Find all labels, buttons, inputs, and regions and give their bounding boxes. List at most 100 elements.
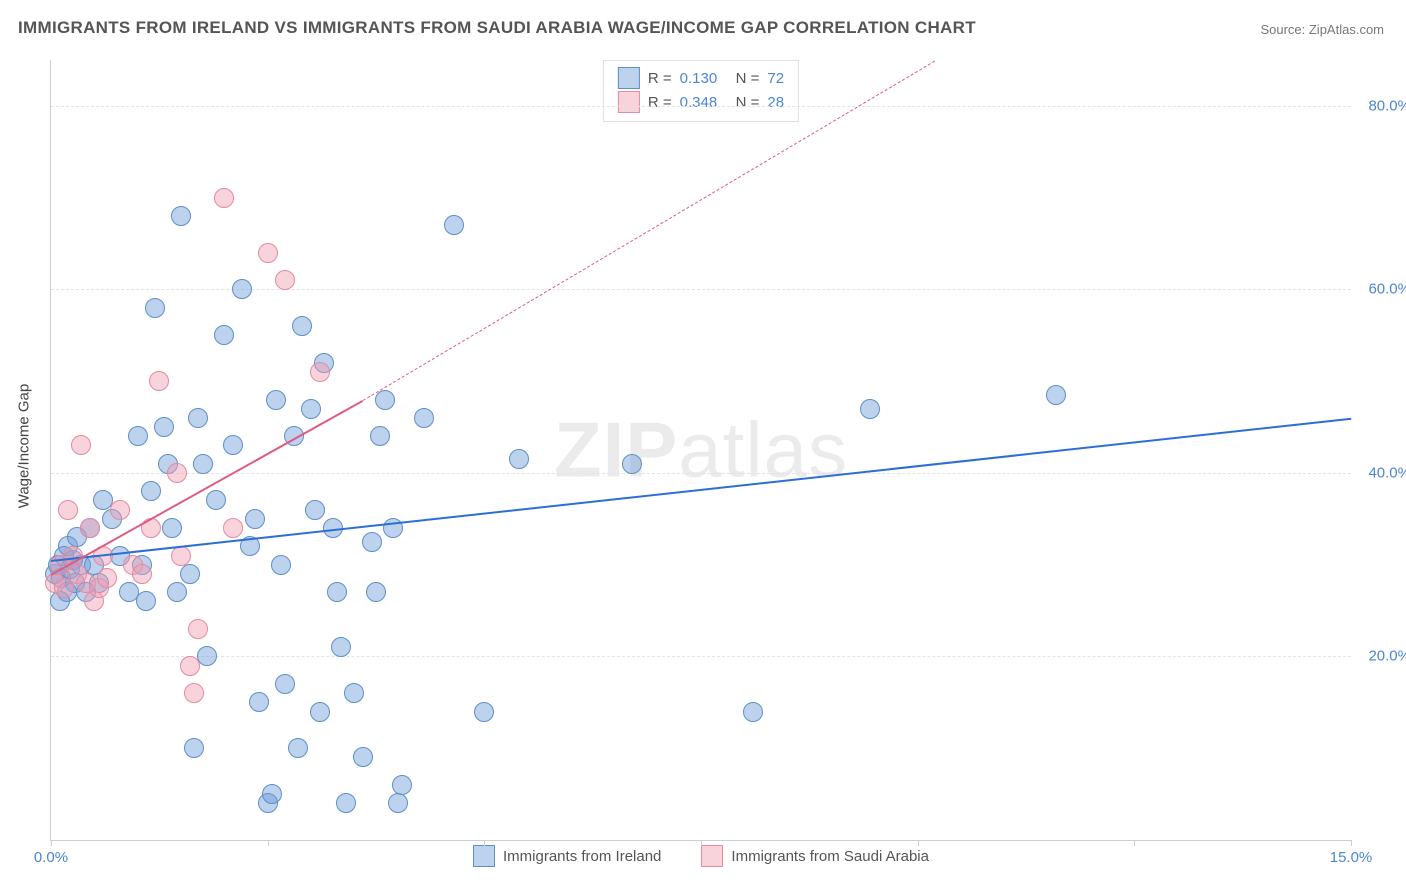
data-point [344, 683, 364, 703]
data-point [444, 215, 464, 235]
data-point [136, 591, 156, 611]
data-point [167, 463, 187, 483]
legend-item: Immigrants from Saudi Arabia [701, 845, 929, 867]
legend-n-value: 28 [767, 94, 784, 111]
data-point [110, 500, 130, 520]
data-point [197, 646, 217, 666]
data-point [388, 793, 408, 813]
legend-label: Immigrants from Ireland [503, 848, 661, 865]
x-tick-mark [1351, 840, 1352, 846]
data-point [414, 408, 434, 428]
trendline [51, 418, 1351, 562]
legend-label: Immigrants from Saudi Arabia [731, 848, 929, 865]
data-point [184, 683, 204, 703]
data-point [128, 426, 148, 446]
data-point [154, 417, 174, 437]
data-point [1046, 385, 1066, 405]
data-point [97, 568, 117, 588]
data-point [214, 188, 234, 208]
legend-n-label: N = [736, 70, 760, 87]
data-point [362, 532, 382, 552]
data-point [206, 490, 226, 510]
watermark-rest: atlas [678, 406, 848, 494]
data-point [132, 564, 152, 584]
legend-r-value: 0.130 [680, 70, 728, 87]
scatter-plot: ZIPatlas R =0.130N =72R =0.348N =28 Immi… [50, 60, 1351, 841]
data-point [266, 390, 286, 410]
data-point [370, 426, 390, 446]
data-point [71, 435, 91, 455]
data-point [180, 656, 200, 676]
legend-swatch [618, 67, 640, 89]
y-tick-label: 40.0% [1356, 464, 1406, 481]
data-point [258, 243, 278, 263]
x-tick-mark [1134, 840, 1135, 846]
legend-row: R = 0.130 N = 72 [618, 67, 784, 89]
data-point [214, 325, 234, 345]
x-tick-mark [701, 840, 702, 846]
x-tick-label: 15.0% [1330, 849, 1373, 866]
data-point [392, 775, 412, 795]
data-point [141, 481, 161, 501]
data-point [288, 738, 308, 758]
grid-line [51, 656, 1351, 657]
watermark: ZIPatlas [554, 405, 848, 496]
data-point [509, 449, 529, 469]
data-point [249, 692, 269, 712]
x-tick-mark [268, 840, 269, 846]
data-point [223, 435, 243, 455]
legend-row: R = 0.348 N = 28 [618, 91, 784, 113]
data-point [474, 702, 494, 722]
y-tick-label: 20.0% [1356, 648, 1406, 665]
grid-line [51, 106, 1351, 107]
x-tick-mark [918, 840, 919, 846]
trendline [51, 400, 364, 576]
data-point [184, 738, 204, 758]
legend-swatch [701, 845, 723, 867]
grid-line [51, 473, 1351, 474]
x-tick-mark [484, 840, 485, 846]
x-tick-label: 0.0% [34, 849, 68, 866]
series-legend: Immigrants from Ireland Immigrants from S… [473, 845, 929, 867]
data-point [275, 674, 295, 694]
correlation-legend: R = 0.130 N = 72 R = 0.348 N = 28 [603, 60, 799, 122]
data-point [171, 206, 191, 226]
data-point [366, 582, 386, 602]
y-axis-label: Wage/Income Gap [16, 384, 33, 509]
data-point [271, 555, 291, 575]
data-point [223, 518, 243, 538]
source-label: Source: ZipAtlas.com [1260, 22, 1384, 37]
data-point [162, 518, 182, 538]
data-point [622, 454, 642, 474]
y-tick-label: 80.0% [1356, 97, 1406, 114]
data-point [292, 316, 312, 336]
data-point [188, 619, 208, 639]
data-point [80, 518, 100, 538]
data-point [860, 399, 880, 419]
data-point [301, 399, 321, 419]
data-point [275, 270, 295, 290]
legend-swatch [618, 91, 640, 113]
legend-n-value: 72 [767, 70, 784, 87]
data-point [145, 298, 165, 318]
data-point [149, 371, 169, 391]
legend-r-label: R = [648, 70, 672, 87]
data-point [310, 362, 330, 382]
data-point [193, 454, 213, 474]
chart-title: IMMIGRANTS FROM IRELAND VS IMMIGRANTS FR… [18, 18, 976, 38]
data-point [188, 408, 208, 428]
x-tick-mark [51, 840, 52, 846]
data-point [336, 793, 356, 813]
y-tick-label: 60.0% [1356, 281, 1406, 298]
data-point [262, 784, 282, 804]
legend-r-label: R = [648, 94, 672, 111]
legend-n-label: N = [736, 94, 760, 111]
data-point [327, 582, 347, 602]
data-point [375, 390, 395, 410]
data-point [180, 564, 200, 584]
legend-r-value: 0.348 [680, 94, 728, 111]
data-point [353, 747, 373, 767]
data-point [743, 702, 763, 722]
data-point [245, 509, 265, 529]
data-point [232, 279, 252, 299]
